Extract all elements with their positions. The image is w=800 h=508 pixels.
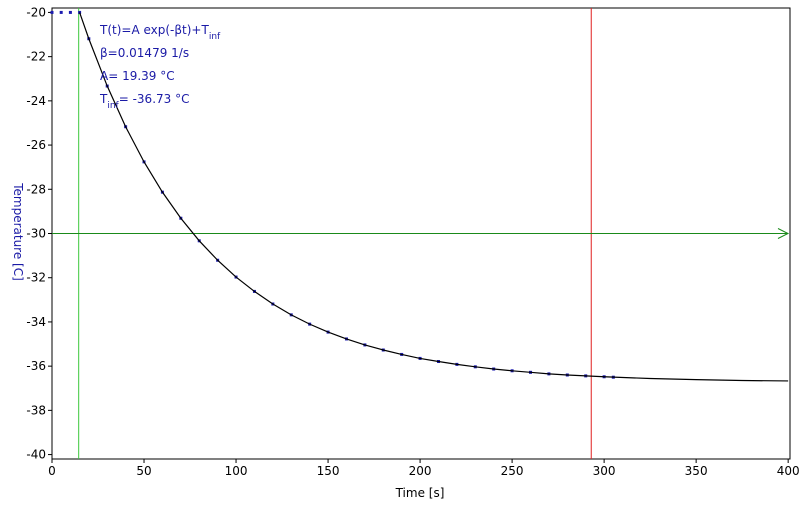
x-tick-label: 200	[409, 464, 432, 478]
y-tick-label: -34	[26, 315, 46, 329]
x-tick-label: 400	[777, 464, 800, 478]
x-axis-label: Time [s]	[395, 486, 445, 500]
y-axis-label: Temperature [C]	[11, 182, 25, 281]
subscript: inf	[107, 101, 119, 111]
x-tick-label: 150	[317, 464, 340, 478]
x-tick-label: 100	[225, 464, 248, 478]
y-tick-label: -20	[26, 5, 46, 19]
y-tick-label: -32	[26, 271, 46, 285]
annotation-text: T	[99, 92, 108, 106]
y-tick-label: -26	[26, 138, 46, 152]
y-tick-label: -30	[26, 227, 46, 241]
fit-annotation: T(t)=A exp(-βt)+Tinf	[99, 23, 221, 42]
x-tick-label: 0	[48, 464, 56, 478]
x-tick-label: 350	[685, 464, 708, 478]
subscript: inf	[209, 32, 221, 42]
data-point	[50, 10, 54, 14]
y-tick-label: -28	[26, 182, 46, 196]
y-tick-label: -36	[26, 359, 46, 373]
x-tick-label: 300	[593, 464, 616, 478]
annotation-text: = -36.73 °C	[119, 92, 190, 106]
fit-annotation: Tinf= -36.73 °C	[99, 92, 189, 111]
y-tick-label: -38	[26, 403, 46, 417]
y-tick-label: -24	[26, 94, 46, 108]
y-tick-label: -40	[26, 448, 46, 462]
annotation-text: A= 19.39 °C	[100, 69, 175, 83]
fit-annotation: β=0.01479 1/s	[100, 46, 189, 60]
cursor-arrow	[777, 228, 790, 239]
x-tick-label: 250	[501, 464, 524, 478]
annotation-text: T(t)=A exp(-βt)+T	[99, 23, 209, 37]
data-point	[68, 10, 72, 14]
fit-annotation: A= 19.39 °C	[100, 69, 175, 83]
fit-line	[79, 12, 789, 382]
y-tick-label: -22	[26, 50, 46, 64]
annotation-text: β=0.01479 1/s	[100, 46, 189, 60]
data-point	[59, 10, 63, 14]
x-tick-label: 50	[136, 464, 151, 478]
